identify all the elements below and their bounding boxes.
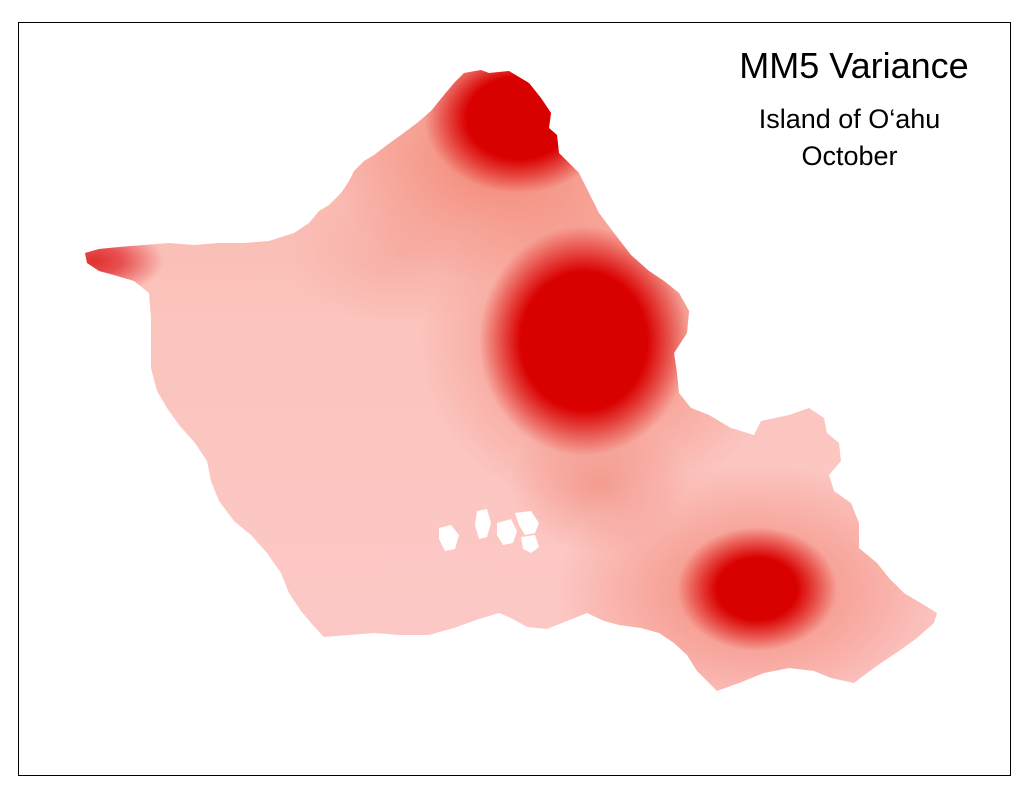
north-shore-high-variance <box>424 70 614 193</box>
southeast-high-variance <box>677 527 837 651</box>
map-subtitle: Island of O‘ahu October <box>737 101 962 175</box>
map-title: MM5 Variance <box>739 45 969 86</box>
region-label: Island of O‘ahu <box>758 104 941 134</box>
pearl-harbor-inlets <box>439 509 539 553</box>
central-high-variance <box>479 226 689 456</box>
variance-map <box>85 70 937 691</box>
month-label: October <box>801 141 898 171</box>
map-frame: MM5 Variance Island of O‘ahu October <box>18 22 1011 776</box>
